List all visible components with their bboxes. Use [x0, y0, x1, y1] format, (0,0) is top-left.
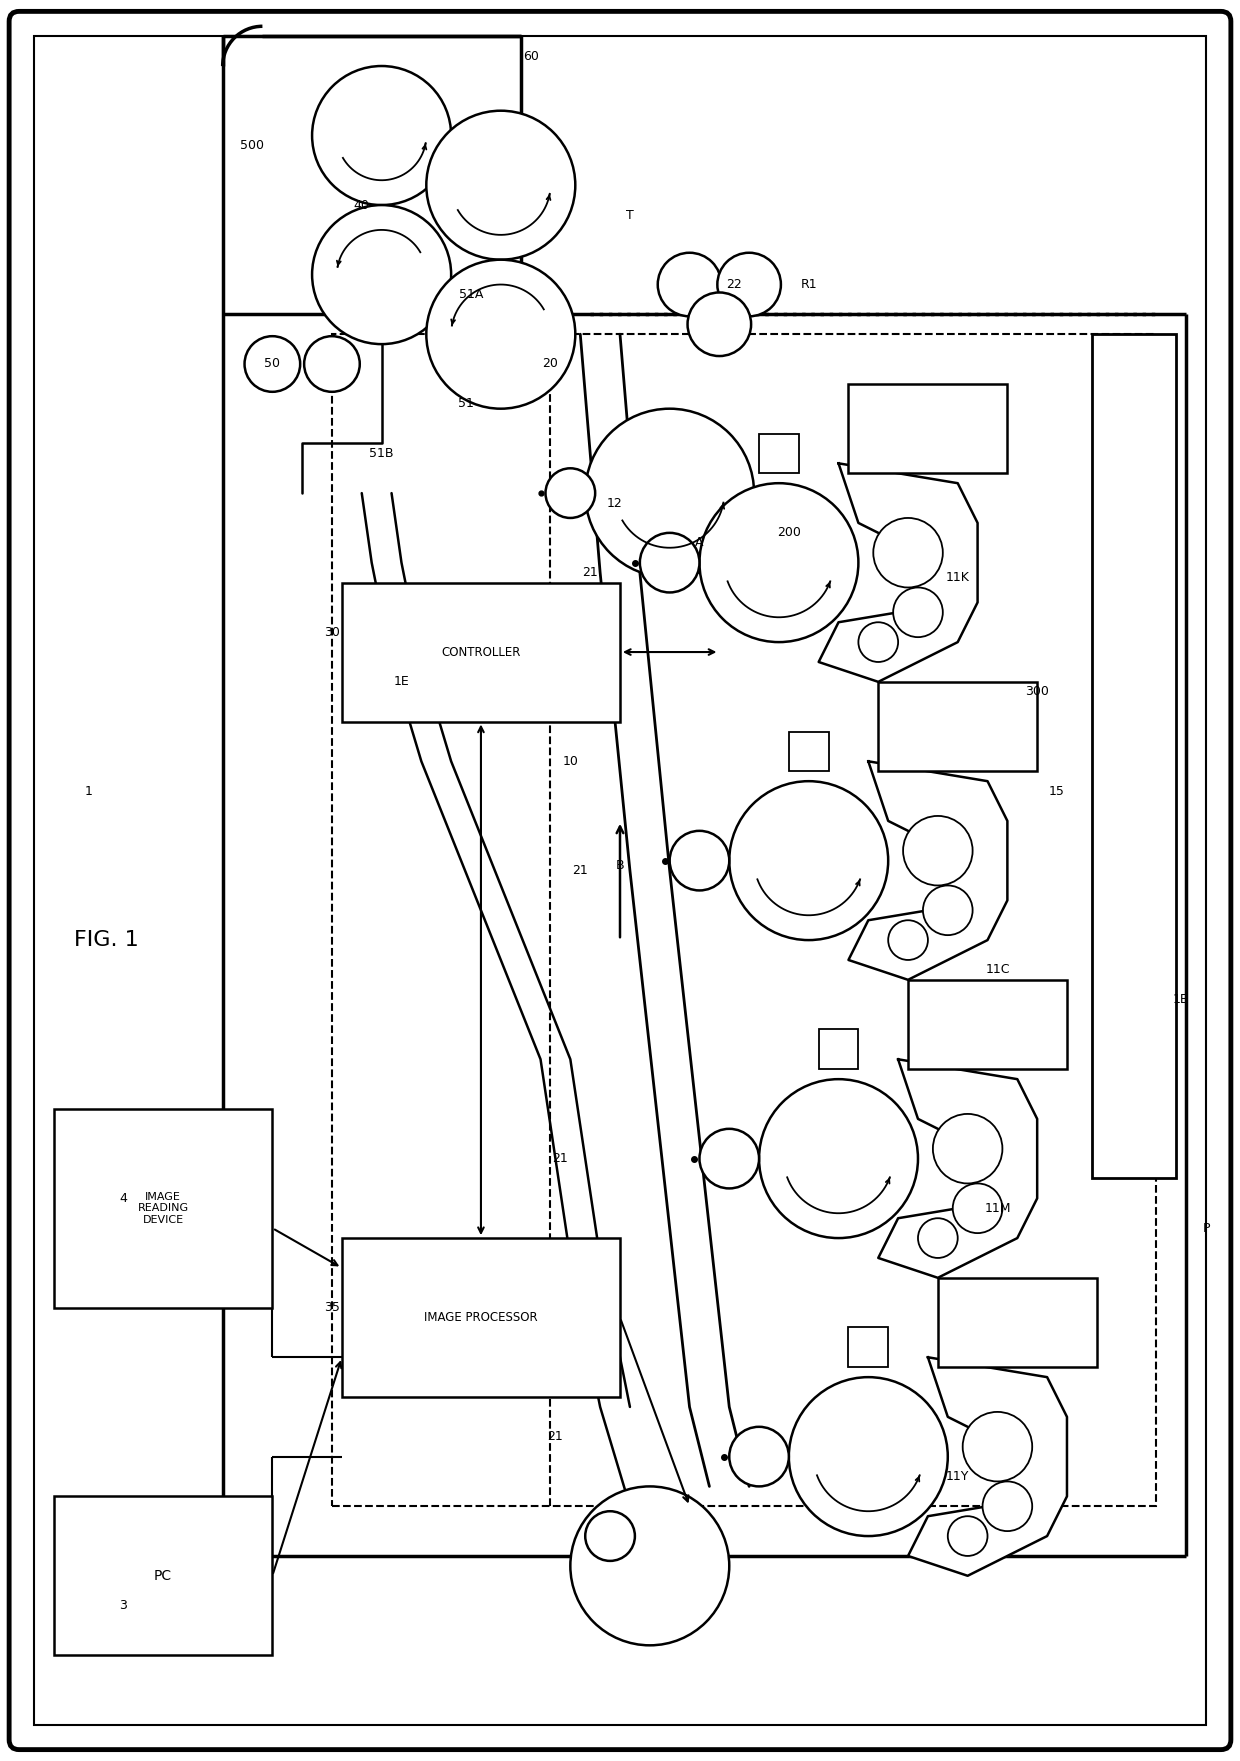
Circle shape — [718, 254, 781, 317]
Text: T: T — [626, 208, 634, 222]
Text: B: B — [616, 859, 624, 872]
Circle shape — [903, 815, 972, 886]
Circle shape — [932, 1115, 1002, 1183]
Circle shape — [687, 292, 751, 356]
Text: 12: 12 — [608, 497, 622, 509]
Text: 11M: 11M — [985, 1201, 1011, 1215]
Text: 22: 22 — [727, 278, 742, 291]
Circle shape — [918, 1219, 957, 1257]
Circle shape — [312, 65, 451, 204]
Polygon shape — [908, 1358, 1066, 1576]
Text: 11K: 11K — [946, 571, 970, 585]
Bar — [878, 682, 1037, 771]
Polygon shape — [878, 1060, 1037, 1278]
Text: IMAGE PROCESSOR: IMAGE PROCESSOR — [424, 1310, 538, 1324]
Circle shape — [873, 518, 942, 588]
Circle shape — [585, 1511, 635, 1560]
Text: 4: 4 — [119, 1192, 128, 1205]
Circle shape — [858, 622, 898, 662]
Circle shape — [729, 1426, 789, 1486]
Circle shape — [952, 1183, 1002, 1233]
Circle shape — [893, 588, 942, 637]
Circle shape — [759, 1079, 918, 1238]
Text: 3: 3 — [119, 1599, 128, 1611]
Circle shape — [982, 1481, 1032, 1530]
Bar — [53, 1109, 273, 1308]
Circle shape — [923, 886, 972, 935]
Text: IMAGE
READING
DEVICE: IMAGE READING DEVICE — [138, 1192, 188, 1226]
Text: 40: 40 — [353, 199, 370, 211]
Bar — [937, 1278, 1096, 1367]
Text: 35: 35 — [324, 1301, 340, 1314]
Circle shape — [888, 921, 928, 960]
Circle shape — [244, 336, 300, 391]
Bar — [1091, 335, 1177, 1178]
Text: 50: 50 — [264, 357, 280, 370]
Polygon shape — [818, 463, 977, 682]
Bar — [818, 1030, 858, 1069]
Circle shape — [729, 782, 888, 940]
Text: P: P — [1203, 1222, 1210, 1234]
FancyBboxPatch shape — [33, 37, 1207, 1724]
Circle shape — [699, 1129, 759, 1189]
Text: 500: 500 — [241, 139, 264, 151]
Text: 21: 21 — [553, 1152, 568, 1166]
Text: 1: 1 — [84, 785, 93, 798]
Text: 1E: 1E — [393, 676, 409, 689]
FancyBboxPatch shape — [9, 11, 1231, 1750]
Text: 51B: 51B — [370, 447, 394, 460]
Text: 20: 20 — [543, 357, 558, 370]
Circle shape — [670, 831, 729, 891]
Text: A: A — [696, 537, 704, 549]
Text: 10: 10 — [563, 755, 578, 768]
Text: 51: 51 — [458, 398, 474, 410]
Text: R1: R1 — [800, 278, 817, 291]
Circle shape — [640, 534, 699, 592]
Text: CONTROLLER: CONTROLLER — [441, 646, 521, 659]
Text: 15: 15 — [1049, 785, 1065, 798]
Text: 200: 200 — [777, 527, 801, 539]
Text: 1B: 1B — [1173, 993, 1189, 1006]
Bar — [848, 384, 1007, 474]
Circle shape — [427, 111, 575, 259]
Text: PC: PC — [154, 1569, 172, 1583]
Circle shape — [657, 254, 722, 317]
Circle shape — [585, 409, 754, 578]
Circle shape — [312, 204, 451, 343]
Text: 51A: 51A — [459, 289, 484, 301]
Polygon shape — [848, 761, 1007, 979]
Circle shape — [947, 1516, 987, 1557]
Bar — [789, 731, 828, 771]
Circle shape — [304, 336, 360, 391]
Circle shape — [699, 483, 858, 643]
Bar — [342, 583, 620, 722]
Circle shape — [570, 1486, 729, 1645]
Bar — [342, 1238, 620, 1396]
Bar — [759, 433, 799, 474]
Text: FIG. 1: FIG. 1 — [73, 930, 139, 951]
Bar — [332, 335, 1157, 1506]
Text: 21: 21 — [583, 565, 598, 579]
Circle shape — [546, 468, 595, 518]
Text: 21: 21 — [573, 865, 588, 877]
Bar — [908, 979, 1066, 1069]
Text: 30: 30 — [324, 625, 340, 639]
Circle shape — [962, 1412, 1032, 1481]
Bar — [848, 1328, 888, 1367]
Text: 11C: 11C — [986, 963, 1009, 976]
Circle shape — [427, 259, 575, 409]
Text: 21: 21 — [548, 1430, 563, 1444]
Text: 300: 300 — [1025, 685, 1049, 699]
Text: 11Y: 11Y — [946, 1470, 970, 1483]
Text: 60: 60 — [523, 49, 538, 63]
Bar — [53, 1497, 273, 1655]
Circle shape — [789, 1377, 947, 1536]
